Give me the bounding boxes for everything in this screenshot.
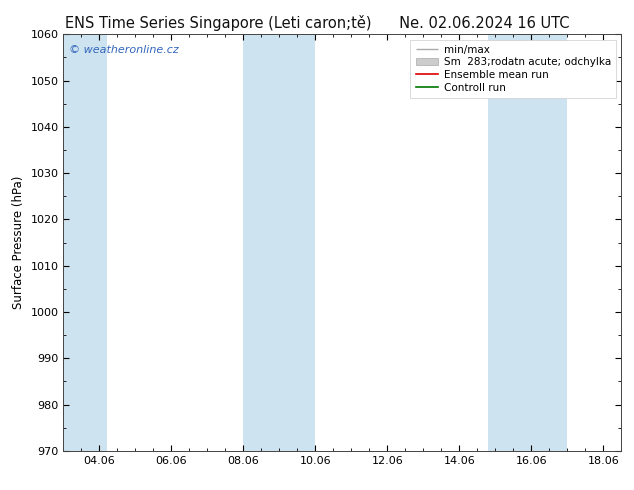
- Text: © weatheronline.cz: © weatheronline.cz: [69, 45, 179, 55]
- Bar: [243, 34, 315, 451]
- Y-axis label: Surface Pressure (hPa): Surface Pressure (hPa): [12, 176, 25, 309]
- Bar: [63, 34, 107, 451]
- Text: ENS Time Series Singapore (Leti caron;tě)      Ne. 02.06.2024 16 UTC: ENS Time Series Singapore (Leti caron;tě…: [65, 15, 569, 31]
- Legend: min/max, Sm  283;rodatn acute; odchylka, Ensemble mean run, Controll run: min/max, Sm 283;rodatn acute; odchylka, …: [410, 40, 616, 98]
- Bar: [488, 34, 567, 451]
